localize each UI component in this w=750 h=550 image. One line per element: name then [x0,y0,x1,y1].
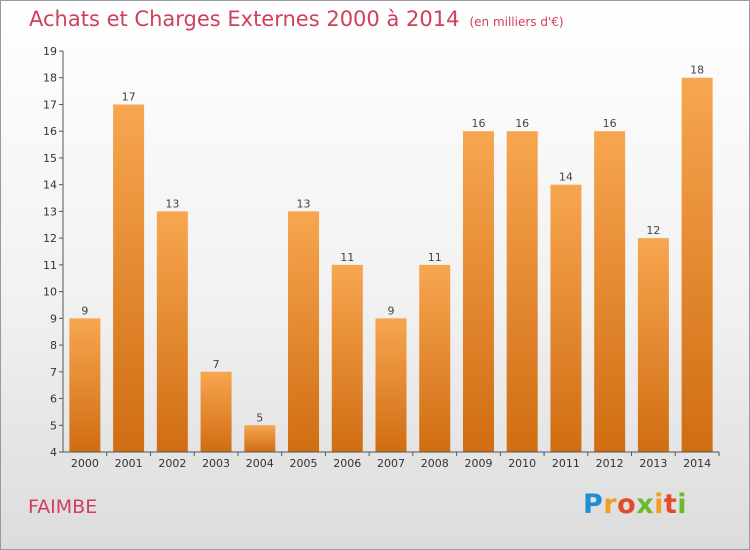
value-label: 11 [340,251,354,264]
x-tick-label: 2008 [421,457,449,470]
bar-2014 [681,77,713,452]
chart-title: Achats et Charges Externes 2000 à 2014 (e… [29,7,564,31]
bar-2006 [331,264,363,452]
bar-2003 [200,371,232,452]
value-label: 17 [122,90,136,103]
bar-2005 [288,211,320,452]
x-tick-label: 2014 [683,457,711,470]
value-label: 9 [388,304,395,317]
bar-2011 [550,184,582,452]
y-tick-label: 9 [50,312,57,325]
y-tick-label: 6 [50,393,57,406]
y-tick-label: 7 [50,366,57,379]
y-tick-label: 5 [50,419,57,432]
y-tick-label: 12 [43,232,57,245]
bar-2001 [113,104,145,452]
x-tick-label: 2002 [158,457,186,470]
y-tick-label: 16 [43,125,57,138]
y-tick-label: 15 [43,152,57,165]
x-tick-label: 2013 [639,457,667,470]
chart-unit: (en milliers d'€) [469,15,564,29]
bar-2008 [419,264,451,452]
x-tick-label: 2001 [115,457,143,470]
x-tick-label: 2000 [71,457,99,470]
value-label: 5 [256,411,263,424]
x-tick-label: 2004 [246,457,274,470]
y-tick-label: 14 [43,179,57,192]
bar-2010 [506,131,538,452]
commune-name: FAIMBE [28,496,98,518]
value-label: 13 [165,197,179,210]
y-tick-label: 17 [43,98,57,111]
bar-2009 [462,131,494,452]
y-tick-label: 18 [43,72,57,85]
y-tick-label: 13 [43,205,57,218]
bar-2002 [156,211,188,452]
x-tick-label: 2009 [464,457,492,470]
bar-2013 [637,238,669,452]
value-label: 16 [603,117,617,130]
value-label: 14 [559,171,573,184]
value-label: 18 [690,64,704,77]
bars-group: 9 17 13 7 5 13 11 9 11 16 16 14 16 12 18 [69,64,713,452]
x-tick-label: 2007 [377,457,405,470]
bar-2000 [69,318,101,452]
value-label: 11 [428,251,442,264]
x-tick-label: 2011 [552,457,580,470]
x-tick-label: 2012 [596,457,624,470]
value-label: 13 [297,197,311,210]
bar-2004 [244,425,276,452]
value-label: 16 [471,117,485,130]
x-tick-label: 2006 [333,457,361,470]
x-tick-label: 2003 [202,457,230,470]
axes-group: 4 5 6 7 8 9 10 11 12 13 14 15 16 17 18 19 2000 2001 2002 20… [43,45,720,470]
value-label: 7 [213,358,220,371]
x-tick-label: 2010 [508,457,536,470]
chart-title-text: Achats et Charges Externes 2000 à 2014 [29,7,460,31]
bar-2007 [375,318,407,452]
y-tick-label: 10 [43,286,57,299]
proxiti-logo: Proxiti [583,489,688,520]
value-label: 12 [646,224,660,237]
x-tick-label: 2005 [290,457,318,470]
bar-2012 [594,131,626,452]
y-tick-label: 4 [50,446,57,459]
y-tick-label: 8 [50,339,57,352]
value-label: 16 [515,117,529,130]
y-tick-label: 11 [43,259,57,272]
value-label: 9 [81,304,88,317]
y-tick-label: 19 [43,45,57,58]
